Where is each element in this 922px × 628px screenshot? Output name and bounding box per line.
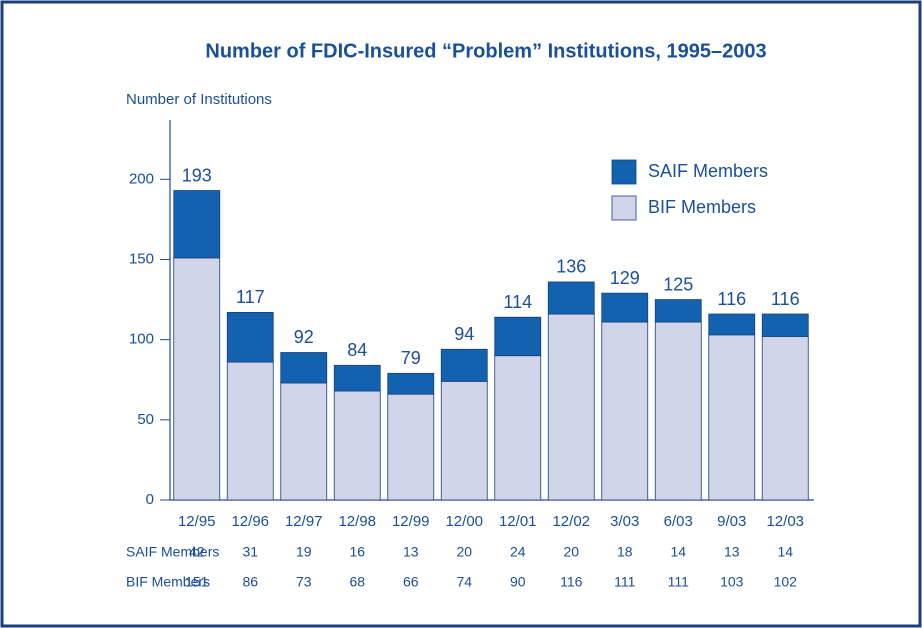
bar-segment xyxy=(494,355,542,501)
y-tick-label: 200 xyxy=(129,170,154,187)
table-value: 103 xyxy=(720,574,744,590)
bar-segment xyxy=(280,382,328,501)
x-tick-label: 6/03 xyxy=(664,513,693,530)
bar-segment xyxy=(387,372,435,395)
table-value: 19 xyxy=(296,544,312,560)
bar-segment xyxy=(387,393,435,501)
total-label: 79 xyxy=(401,348,421,368)
total-label: 117 xyxy=(236,287,265,307)
bar-segment xyxy=(708,313,756,336)
x-tick-label: 3/03 xyxy=(610,513,639,530)
table-value: 74 xyxy=(456,574,472,590)
table-value: 42 xyxy=(189,544,205,560)
table-value: 151 xyxy=(185,574,209,590)
total-label: 84 xyxy=(347,340,367,360)
table-value: 111 xyxy=(668,574,689,590)
x-tick-label: 12/98 xyxy=(338,513,376,530)
legend-label: BIF Members xyxy=(648,197,756,217)
bar-segment xyxy=(226,312,274,363)
x-tick-label: 12/95 xyxy=(178,513,216,530)
bar-segment xyxy=(226,361,274,501)
total-label: 136 xyxy=(556,257,586,277)
table-value: 13 xyxy=(403,544,419,560)
bar-segment xyxy=(440,348,488,382)
bar-segment xyxy=(280,352,328,384)
bar-segment xyxy=(494,316,542,357)
bar-segment xyxy=(601,321,649,501)
chart-title: Number of FDIC-Insured “Problem” Institu… xyxy=(205,40,766,62)
x-tick-label: 9/03 xyxy=(717,513,746,530)
table-value: 116 xyxy=(560,574,583,590)
table-value: 20 xyxy=(456,544,472,560)
bar-segment xyxy=(547,313,595,501)
table-value: 73 xyxy=(296,574,312,590)
x-tick-label: 12/01 xyxy=(499,513,537,530)
bar-segment xyxy=(173,190,221,259)
x-tick-label: 12/96 xyxy=(231,513,269,530)
bar-segment xyxy=(333,364,381,392)
table-value: 68 xyxy=(349,574,365,590)
bar-segment xyxy=(547,281,595,315)
x-tick-label: 12/02 xyxy=(552,513,590,530)
y-tick-label: 100 xyxy=(129,331,154,348)
table-value: 16 xyxy=(349,544,365,560)
bar-segment xyxy=(440,380,488,501)
bar-segment xyxy=(761,313,809,337)
total-label: 114 xyxy=(503,292,532,312)
table-value: 18 xyxy=(617,544,633,560)
total-label: 193 xyxy=(182,165,212,185)
bar-segment xyxy=(654,321,702,501)
table-value: 102 xyxy=(774,574,798,590)
total-label: 92 xyxy=(294,327,314,347)
bar-segment xyxy=(601,292,649,323)
legend-label: SAIF Members xyxy=(648,161,768,181)
bar-segment xyxy=(173,257,221,501)
table-value: 66 xyxy=(403,574,419,590)
bar-segment xyxy=(708,334,756,501)
table-value: 14 xyxy=(670,544,686,560)
total-label: 129 xyxy=(610,268,640,288)
table-row-label: BIF Members xyxy=(126,574,210,590)
total-label: 116 xyxy=(771,289,800,309)
table-value: 13 xyxy=(724,544,740,560)
total-label: 125 xyxy=(663,274,693,294)
y-tick-label: 50 xyxy=(137,411,154,428)
table-value: 14 xyxy=(777,544,793,560)
y-tick-label: 150 xyxy=(129,250,154,267)
x-tick-label: 12/97 xyxy=(285,513,323,530)
bar-segment xyxy=(654,299,702,323)
table-value: 86 xyxy=(242,574,258,590)
total-label: 94 xyxy=(454,324,474,344)
bar-segment xyxy=(333,390,381,501)
table-row-label: SAIF Members xyxy=(126,544,219,560)
table-value: 24 xyxy=(510,544,526,560)
legend-swatch xyxy=(611,195,637,221)
table-value: 20 xyxy=(563,544,579,560)
total-label: 116 xyxy=(717,289,746,309)
legend-swatch xyxy=(611,159,637,185)
x-tick-label: 12/03 xyxy=(766,513,804,530)
x-tick-label: 12/00 xyxy=(445,513,483,530)
x-tick-label: 12/99 xyxy=(392,513,430,530)
table-value: 90 xyxy=(510,574,526,590)
y-axis-label: Number of Institutions xyxy=(126,91,272,108)
table-value: 111 xyxy=(614,574,635,590)
y-tick-label: 0 xyxy=(146,491,154,508)
bar-segment xyxy=(761,336,809,501)
table-value: 31 xyxy=(242,544,258,560)
